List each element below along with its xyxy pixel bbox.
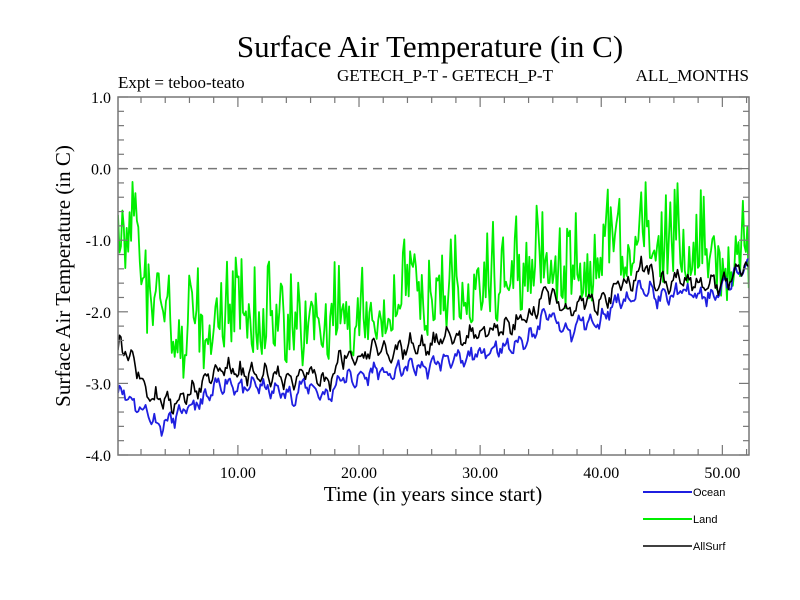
plot-frame — [117, 96, 750, 456]
y-tick-label: -1.0 — [86, 233, 111, 250]
subtitle-experiment: Expt = teboo-teato — [118, 73, 245, 92]
chart-title: Surface Air Temperature (in C) — [237, 29, 623, 64]
subtitle-dataset: GETECH_P-T - GETECH_P-T — [337, 66, 554, 85]
legend-ocean-label: Ocean — [693, 487, 725, 499]
axis-ticks: 10.00 20.00 30.00 40.00 50.00 1.0 0.0 -1.0 -2.0 -… — [86, 90, 749, 482]
y-tick-label: -2.0 — [86, 305, 111, 322]
y-tick-label: 0.0 — [91, 162, 111, 179]
x-tick-label: 20.00 — [341, 465, 377, 482]
x-tick-label: 40.00 — [583, 465, 619, 482]
x-tick-label: 30.00 — [462, 465, 498, 482]
series-layer — [118, 180, 749, 437]
y-tick-label: -3.0 — [86, 376, 111, 393]
y-tick-label: 1.0 — [91, 90, 111, 107]
x-tick-label: 10.00 — [220, 465, 256, 482]
subtitle-months: ALL_MONTHS — [636, 66, 749, 85]
x-axis-label: Time (in years since start) — [324, 482, 543, 506]
y-tick-label: -4.0 — [86, 448, 111, 465]
legend: Ocean Land AllSurf — [643, 487, 726, 553]
series-line-land — [118, 180, 749, 379]
series-line-ocean — [118, 257, 749, 437]
x-tick-label: 50.00 — [704, 465, 740, 482]
y-axis-label: Surface Air Temperature (in C) — [51, 145, 75, 407]
legend-allsurf-label: AllSurf — [693, 541, 726, 553]
series-line-allsurf — [118, 255, 749, 415]
legend-land-label: Land — [693, 514, 717, 526]
